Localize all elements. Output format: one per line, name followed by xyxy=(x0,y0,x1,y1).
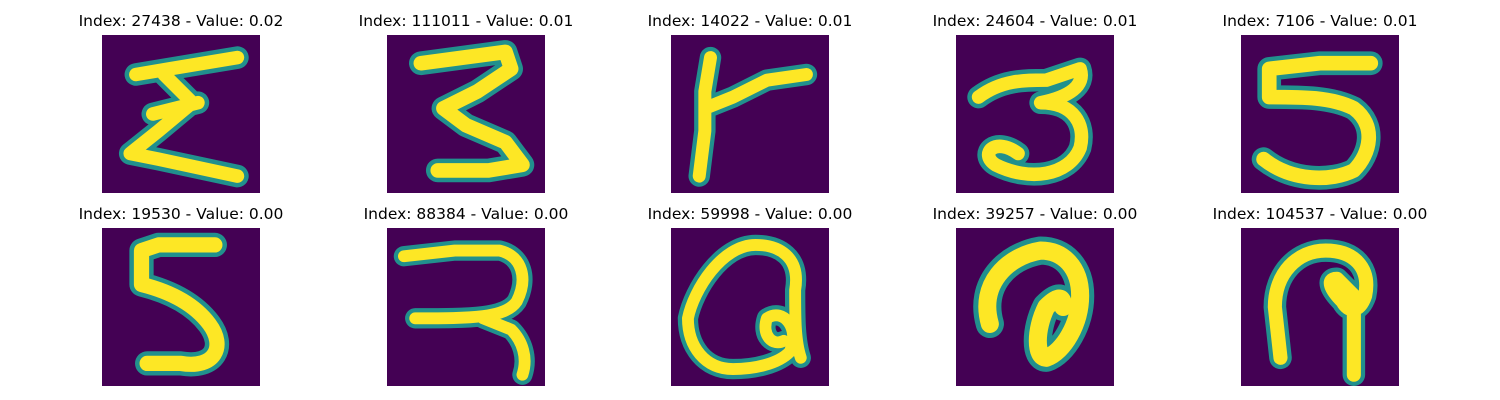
panel-title: Index: 59998 - Value: 0.00 xyxy=(647,205,853,223)
digit-image-6 xyxy=(387,228,545,386)
panel-title: Index: 39257 - Value: 0.00 xyxy=(932,205,1138,223)
digit-image-2 xyxy=(671,35,829,193)
panel-title: Index: 7106 - Value: 0.01 xyxy=(1222,12,1418,30)
digit-image-3 xyxy=(956,35,1114,193)
digit-image-7 xyxy=(671,228,829,386)
digit-image-0 xyxy=(102,35,260,193)
digit-image-9 xyxy=(1241,228,1399,386)
panel-title: Index: 111011 - Value: 0.01 xyxy=(358,12,574,30)
panel-title: Index: 27438 - Value: 0.02 xyxy=(78,12,284,30)
panel-title: Index: 19530 - Value: 0.00 xyxy=(78,205,284,223)
digit-image-4 xyxy=(1241,35,1399,193)
digit-image-1 xyxy=(387,35,545,193)
digit-image-5 xyxy=(102,228,260,386)
digit-image-8 xyxy=(956,228,1114,386)
panel-title: Index: 104537 - Value: 0.00 xyxy=(1212,205,1428,223)
panel-title: Index: 24604 - Value: 0.01 xyxy=(932,12,1138,30)
panel-title: Index: 14022 - Value: 0.01 xyxy=(647,12,853,30)
panel-title: Index: 88384 - Value: 0.00 xyxy=(363,205,569,223)
